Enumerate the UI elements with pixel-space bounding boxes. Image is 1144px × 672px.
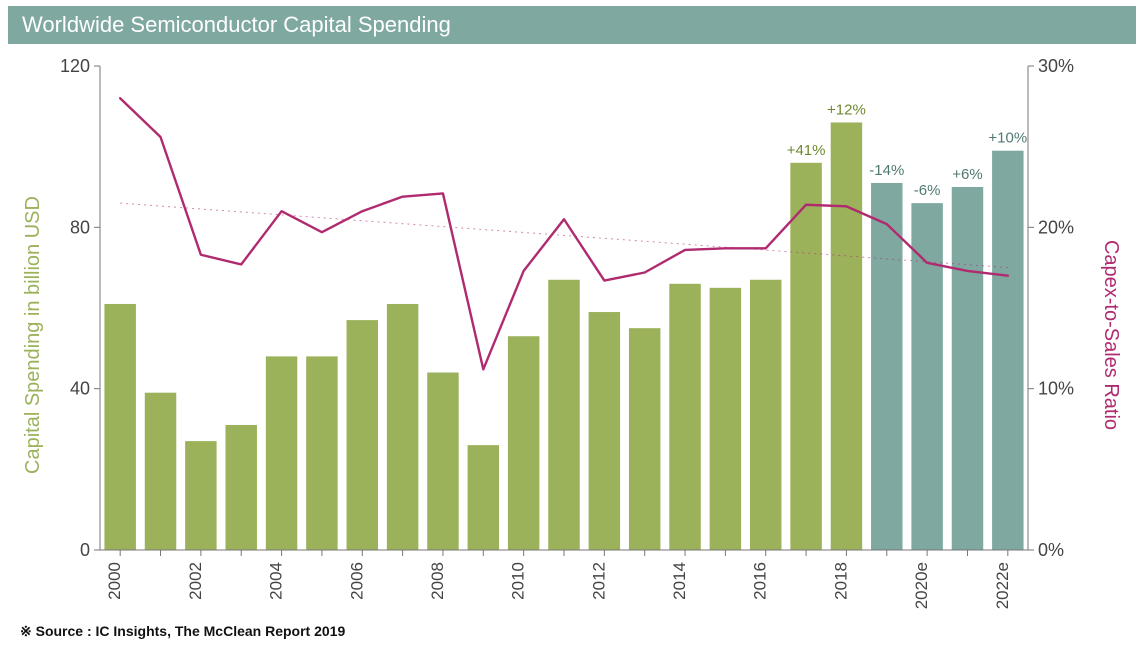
combo-chart: 0 40 80 120 0% 10% 20% 30% 2000 2002 2004 2006 2008 2… [28,52,1116,612]
x-tick-label: 2006 [347,562,366,600]
bar [589,312,620,550]
bar [831,122,862,550]
x-tick-label: 2016 [751,562,770,600]
bar [387,304,418,550]
y-left-tick-label: 0 [80,540,90,560]
bar [427,373,458,550]
x-tick-label: 2004 [267,562,286,600]
y-right-tick-label: 20% [1038,217,1074,237]
bar [992,151,1023,550]
y-right-tick-label: 0% [1038,540,1064,560]
x-tick-label: 2012 [589,562,608,600]
bar [468,445,499,550]
x-tick-label: 2018 [831,562,850,600]
chart-title-bar: Worldwide Semiconductor Capital Spending [8,6,1136,44]
x-tick-label: 2014 [670,562,689,600]
bar [790,163,821,550]
source-note: ※ Source : IC Insights, The McClean Repo… [20,623,1144,640]
bar [952,187,983,550]
bar [104,304,135,550]
x-tick-label: 2000 [105,562,124,600]
y-right-axis-label: Capex-to-Sales Ratio [1099,239,1122,429]
bar [347,320,378,550]
x-tick-label: 2010 [509,562,528,600]
y-left-tick-label: 120 [60,56,90,76]
x-tick-label: 2008 [428,562,447,600]
bar [508,336,539,550]
x-tick-label: 2020e [912,562,931,609]
bar-data-label: -6% [914,182,941,199]
bar-data-label: +41% [787,142,826,159]
bar-data-label: +6% [952,166,982,183]
bar [266,356,297,550]
x-tick-label: 2002 [186,562,205,600]
bar [185,441,216,550]
y-right-tick-label: 30% [1038,56,1074,76]
bar [225,425,256,550]
chart-container: Capital Spending in billion USD 04080120… [28,52,1116,617]
bar [710,288,741,550]
y-left-axis-label: Capital Spending in billion USD [22,196,45,474]
bar-data-label: +12% [827,101,866,118]
y-left-tick-label: 40 [70,379,90,399]
bar [750,280,781,550]
bar [306,356,337,550]
y-left-tick-label: 80 [70,217,90,237]
bar [871,183,902,550]
bar-data-label: -14% [869,162,904,179]
bar [145,393,176,550]
y-right-tick-label: 10% [1038,379,1074,399]
chart-title: Worldwide Semiconductor Capital Spending [22,12,451,37]
bar [548,280,579,550]
bar [629,328,660,550]
bar [911,203,942,550]
bar [669,284,700,550]
bar-data-label: +10% [988,130,1027,147]
x-tick-label: 2022e [993,562,1012,609]
